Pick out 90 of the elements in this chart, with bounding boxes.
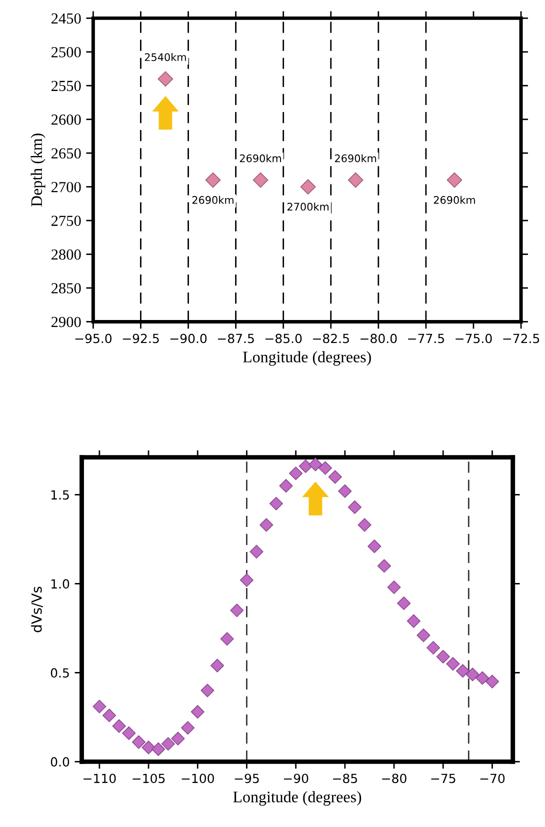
- x-tick-label: −87.5: [218, 334, 254, 344]
- data-label: 2540km: [144, 53, 186, 62]
- point: [132, 735, 146, 749]
- point: [308, 458, 322, 472]
- point: [252, 172, 268, 188]
- point: [338, 484, 352, 498]
- point: [230, 604, 244, 618]
- point: [446, 172, 462, 188]
- x-tick-label: −95.0: [75, 334, 112, 344]
- y-tick-label: 2600: [52, 114, 81, 125]
- point: [152, 742, 166, 756]
- point: [112, 719, 126, 733]
- point: [205, 172, 221, 188]
- point: [368, 540, 382, 554]
- point: [161, 737, 175, 751]
- point: [446, 656, 460, 671]
- x-tick-label: −80.0: [360, 334, 397, 344]
- point: [476, 671, 490, 685]
- x-tick-label: −70: [480, 774, 505, 784]
- data-label: 2690km: [434, 196, 475, 204]
- x-tick-label: −105: [132, 774, 165, 784]
- point: [171, 732, 185, 746]
- point: [122, 726, 136, 740]
- x-tick-label: −92.5: [122, 334, 159, 344]
- y-tick-label: 2650: [52, 148, 81, 159]
- x-tick-label: −82.5: [313, 334, 349, 344]
- point: [328, 470, 342, 484]
- x-tick-label: −80: [382, 774, 406, 784]
- point: [210, 658, 224, 672]
- point: [456, 664, 470, 678]
- y-tick-label: 0.5: [50, 668, 69, 678]
- y-axis-title: dVs/Vs: [31, 586, 43, 632]
- x-tick-label: −90.0: [170, 334, 207, 344]
- point: [200, 684, 214, 698]
- point: [250, 544, 264, 558]
- y-tick-label: 2900: [52, 316, 81, 328]
- x-tick-label: −72.5: [503, 334, 540, 344]
- point: [466, 668, 480, 682]
- x-axis-title: Longitude (degrees): [243, 351, 371, 366]
- y-axis-title: Depth (km): [30, 134, 46, 207]
- point: [397, 596, 411, 610]
- point: [102, 708, 116, 722]
- point: [387, 580, 401, 594]
- y-tick-label: 1.5: [51, 490, 69, 500]
- x-tick-label: −95: [234, 774, 259, 784]
- point: [158, 71, 174, 87]
- point: [298, 459, 312, 474]
- y-tick-label: 2500: [52, 47, 81, 58]
- point: [190, 705, 204, 719]
- point: [348, 500, 362, 514]
- y-tick-label: 2700: [52, 182, 81, 192]
- point: [220, 632, 234, 646]
- y-tick-label: 0.0: [50, 757, 70, 767]
- point: [377, 559, 391, 573]
- point: [240, 573, 254, 587]
- y-tick-label: 2450: [52, 13, 81, 24]
- point: [92, 700, 106, 714]
- point: [279, 479, 293, 493]
- y-tick-label: 2800: [52, 249, 81, 260]
- point: [416, 628, 430, 642]
- point: [485, 674, 500, 688]
- data-label: 2690km: [192, 196, 234, 204]
- x-axis-title: Longitude (degrees): [233, 791, 362, 806]
- x-tick-label: −75: [431, 774, 456, 784]
- point: [300, 179, 316, 195]
- x-tick-label: −77.5: [408, 334, 444, 344]
- data-label: 2690km: [335, 154, 376, 162]
- y-tick-label: 2550: [52, 80, 81, 92]
- x-tick-label: −100: [182, 774, 214, 784]
- point: [289, 466, 303, 480]
- x-tick-label: −110: [84, 774, 116, 784]
- x-tick-label: −85: [333, 774, 358, 784]
- point: [260, 518, 274, 532]
- point: [406, 614, 420, 628]
- point: [426, 640, 440, 655]
- point: [181, 721, 195, 735]
- data-label: 2700km: [287, 202, 329, 211]
- y-tick-label: 2850: [52, 283, 81, 294]
- x-tick-label: −85.0: [266, 334, 302, 344]
- point: [348, 172, 364, 188]
- x-tick-label: −75.0: [456, 334, 492, 344]
- y-tick-label: 2750: [52, 216, 81, 226]
- point: [436, 650, 450, 664]
- data-label: 2690km: [240, 154, 281, 162]
- point: [269, 496, 283, 510]
- point: [358, 518, 372, 532]
- point: [142, 740, 156, 754]
- point: [318, 461, 332, 475]
- x-tick-label: −90: [284, 774, 308, 784]
- y-tick-label: 1.0: [51, 579, 70, 589]
